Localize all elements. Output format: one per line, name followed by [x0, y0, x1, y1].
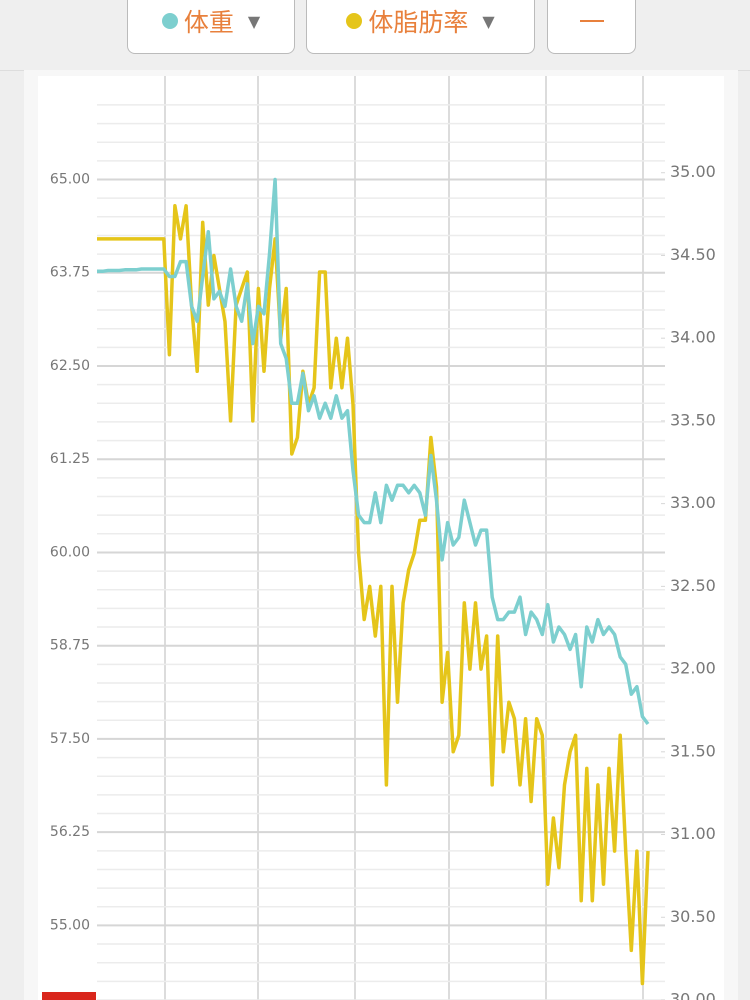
y2-tick-label: 31.50 — [670, 741, 716, 760]
y-tick-label: 56.25 — [50, 824, 90, 840]
y-tick-label: 61.25 — [50, 451, 90, 467]
weight-dropdown[interactable]: 体重 ▼ — [127, 0, 295, 54]
y-tick-label: 62.50 — [50, 358, 90, 374]
y2-tick-label: 30.00 — [670, 990, 716, 1000]
legend-dot — [161, 13, 178, 29]
legend-dot — [346, 13, 363, 29]
dropdown-arrow: ▼ — [247, 11, 261, 31]
y2-tick-label: 34.00 — [670, 328, 716, 347]
remove-button[interactable] — [547, 0, 636, 54]
y2-tick-label: 35.00 — [670, 162, 716, 181]
y2-tick-label: 33.50 — [670, 410, 716, 429]
badge — [42, 992, 96, 1000]
y2-tick-label: 34.50 — [670, 245, 716, 264]
y2-tick-label: 31.00 — [670, 824, 716, 843]
y-tick-label: 55.00 — [50, 917, 90, 933]
y-tick-label: 58.75 — [50, 638, 90, 654]
y2-tick-label: 30.50 — [670, 907, 716, 926]
y2-tick-label: 32.00 — [670, 659, 716, 678]
y-tick-label: 65.00 — [50, 172, 90, 188]
header: 体重 ▼ 体脂肪率 ▼ — [0, 0, 750, 71]
y-tick-label: 63.75 — [50, 265, 90, 281]
legend-label: 体重 — [183, 8, 234, 37]
y2-tick-label: 32.50 — [670, 576, 716, 595]
series-line — [97, 204, 650, 986]
dropdown-arrow: ▼ — [482, 11, 495, 31]
legend-label: 体脂肪率 — [368, 8, 469, 37]
vertical-grid — [164, 76, 644, 1000]
y2-tick-label: 33.00 — [670, 493, 716, 512]
minus-icon — [579, 20, 604, 22]
series-line — [97, 177, 650, 726]
fat-dropdown[interactable]: 体脂肪率 ▼ — [306, 0, 535, 54]
chart-background — [38, 76, 724, 1000]
y-tick-label: 57.50 — [50, 731, 90, 747]
y-tick-label: 60.00 — [50, 544, 90, 560]
